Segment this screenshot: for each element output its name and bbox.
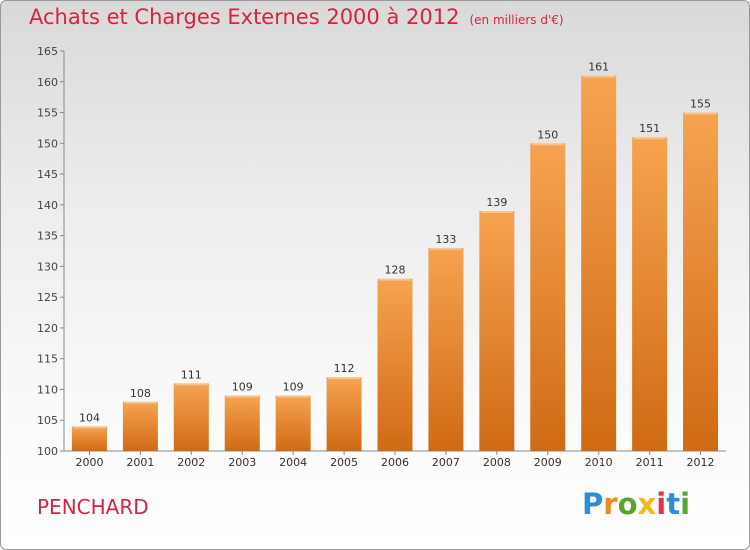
bar-value-label: 161 [588,61,609,74]
x-tick-label: 2004 [279,456,307,469]
x-tick-label: 2009 [534,456,562,469]
y-tick-label: 100 [37,445,58,458]
bar-highlight [633,137,666,140]
bar [122,401,158,451]
y-tick-label: 165 [37,45,58,58]
x-tick-label: 2007 [432,456,460,469]
x-tick-label: 2002 [177,456,205,469]
bar [377,278,413,451]
bar-highlight [531,143,564,146]
bar-highlight [277,395,310,398]
bar-highlight [124,401,157,404]
bar-highlight [226,395,259,398]
bar [173,383,209,451]
chart-title-text: Achats et Charges Externes 2000 à 2012 [29,5,460,29]
bar-value-label: 155 [690,98,711,111]
bar-value-label: 139 [486,196,507,209]
bar-highlight [379,278,411,281]
y-tick-label: 135 [37,230,58,243]
x-tick-label: 2012 [687,456,715,469]
bar [71,426,107,451]
logo-letter: P [582,487,604,521]
bar [326,377,362,451]
bar-highlight [684,112,717,115]
bar-value-label: 133 [435,233,456,246]
bar-value-label: 109 [232,381,253,394]
logo-letter: t [666,487,681,521]
y-tick-label: 105 [37,414,58,427]
y-tick-label: 150 [37,137,58,150]
bar-value-label: 104 [79,411,100,424]
logo-letter: i [680,487,691,521]
bar-value-label: 109 [283,381,304,394]
x-tick-label: 2010 [585,456,613,469]
x-tick-label: 2008 [483,456,511,469]
bar-highlight [429,247,462,250]
proxiti-logo: Proxiti [582,487,690,521]
x-tick-label: 2003 [228,456,256,469]
bar-highlight [328,377,361,380]
bar-value-label: 108 [130,387,151,400]
logo-letter: i [656,487,667,521]
y-tick-label: 120 [37,322,58,335]
chart-title: Achats et Charges Externes 2000 à 2012 (e… [29,5,564,29]
y-tick-label: 110 [37,383,58,396]
y-tick-label: 125 [37,291,58,304]
bar-value-label: 111 [181,368,202,381]
y-tick-label: 145 [37,168,58,181]
bar-value-label: 128 [385,264,406,277]
logo-letter: r [603,487,618,521]
bar-highlight [175,383,208,386]
bar-highlight [73,426,106,429]
chart-subtitle: (en milliers d'€) [469,13,564,27]
bar [530,143,566,452]
x-tick-label: 2005 [330,456,358,469]
bar [275,395,311,451]
x-tick-label: 2001 [126,456,154,469]
y-tick-label: 160 [37,76,58,89]
bar-value-label: 112 [334,362,355,375]
x-tick-label: 2000 [75,456,103,469]
bar [581,75,617,451]
bar [632,137,668,451]
logo-letter: o [617,487,638,521]
bar [224,395,260,451]
y-tick-label: 140 [37,199,58,212]
x-tick-label: 2011 [636,456,664,469]
logo-letter: x [637,487,657,521]
y-tick-label: 130 [37,260,58,273]
bar [428,247,464,451]
bar-highlight [480,211,513,213]
bar-highlight [582,75,615,78]
bar [683,112,719,452]
y-tick-label: 155 [37,107,58,120]
bar-value-label: 150 [537,128,558,141]
commune-name: PENCHARD [37,495,149,519]
bar [479,211,515,451]
x-tick-label: 2006 [381,456,409,469]
y-tick-label: 115 [37,353,58,366]
bar-value-label: 151 [639,122,660,135]
